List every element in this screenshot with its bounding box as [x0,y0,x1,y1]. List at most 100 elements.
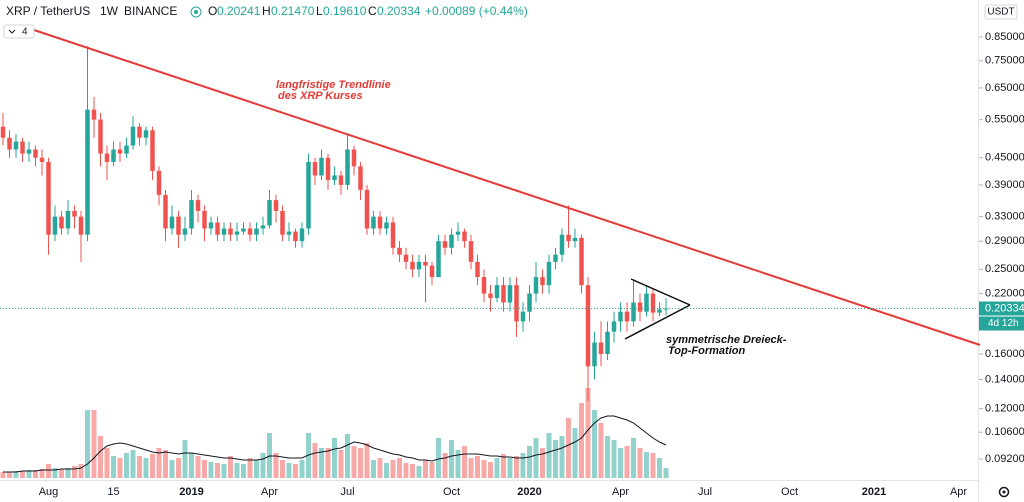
interval[interactable]: 1W [100,4,119,18]
candle-body [130,126,136,146]
candle-body [423,261,428,266]
volume-bar [20,471,25,478]
candle-body [7,137,12,150]
candle-body [429,265,435,278]
candle-body [520,311,526,322]
candle-body [579,237,584,286]
candle-body [650,293,656,313]
volume-bar [124,453,129,478]
volume-bar [39,469,45,478]
volume-bar [215,463,220,478]
candle-body [280,210,285,235]
volume-bar [644,452,649,478]
candle-body [637,302,643,312]
candle-body [39,157,45,163]
candle-body [540,277,545,286]
candle-body [273,200,279,211]
candle-body [46,162,51,235]
volume-bar [325,448,331,478]
candle-body [449,234,454,248]
ohlc-key: L [316,4,323,18]
candle-body [618,311,623,322]
volume-bar [338,450,344,478]
candle-body [546,261,552,286]
candle-body [377,216,383,229]
candle-body [332,175,337,181]
volume-bar [260,453,266,478]
y-tick-label: 0.14000 [985,373,1024,385]
candle-body [208,222,214,229]
candle-body [221,228,227,235]
volume-bar [117,458,123,478]
volume-bar [546,433,552,478]
candle-body [338,175,344,185]
candle-body [566,234,571,242]
volume-bar [507,458,513,478]
visibility-icon[interactable] [190,6,202,18]
volume-bar [13,471,19,478]
y-tick-label: 0.65000 [985,82,1024,94]
plot-area [0,46,669,478]
candle-body [293,231,298,242]
ohlc-key: C [368,4,377,18]
countdown: 4d 12h [988,318,1019,329]
volume-bar [78,464,84,478]
volume-bar [202,460,207,478]
x-tick-label: 2021 [862,486,886,498]
x-tick-label: Apr [612,486,629,498]
volume-bar [7,472,12,478]
candle-body [150,130,155,171]
candle-body [156,170,162,195]
settings-icon[interactable] [998,486,1010,498]
ohlc-value: 0.20241 [217,4,261,18]
y-tick-label: 0.22000 [985,287,1024,299]
volume-bar [358,448,363,478]
annotation: Top-Formation [668,345,745,357]
exchange[interactable]: BINANCE [124,4,177,18]
x-tick-label: 2019 [179,486,203,498]
volume-bar [182,440,188,478]
candle-body [78,216,84,235]
y-tick-label: 0.33000 [985,211,1024,223]
volume-bar [468,458,474,478]
volume-bar [0,472,6,478]
candle-body [182,228,188,235]
volume-bar [533,438,539,478]
annotation: langfristige Trendlinie [276,79,391,91]
indicator-box[interactable] [3,24,35,39]
volume-bar [26,470,32,478]
volume-bar [449,440,454,478]
volume-bar [364,443,370,478]
y-tick-label: 0.09200 [985,453,1024,465]
volume-bar [566,418,571,478]
candle-body [325,157,331,181]
candle-body [572,237,578,242]
candle-body [501,285,506,303]
candle-body [33,149,38,158]
change: +0.00089 (+0.44%) [425,4,528,18]
volume-bar [494,458,500,478]
candle-body [533,277,539,294]
volume-bar [111,456,116,478]
volume-bar [299,460,305,478]
candle-body [111,149,116,163]
volume-bar [520,453,526,478]
volume-bar [637,448,643,478]
currency-box[interactable] [984,4,1018,20]
y-tick-label: 0.10600 [985,426,1024,438]
volume-bar [195,456,201,478]
volume-bar [137,456,142,478]
y-tick-label: 0.25000 [985,263,1024,275]
y-tick-label: 0.29000 [985,235,1024,247]
candle-body [143,130,149,138]
candle-body [416,261,422,270]
candle-body [397,247,402,255]
volume-bar [332,438,337,478]
candle-body [189,200,194,229]
volume-bar [65,468,71,478]
symbol[interactable]: XRP / TetherUS [6,4,90,18]
volume-bar [221,464,227,478]
